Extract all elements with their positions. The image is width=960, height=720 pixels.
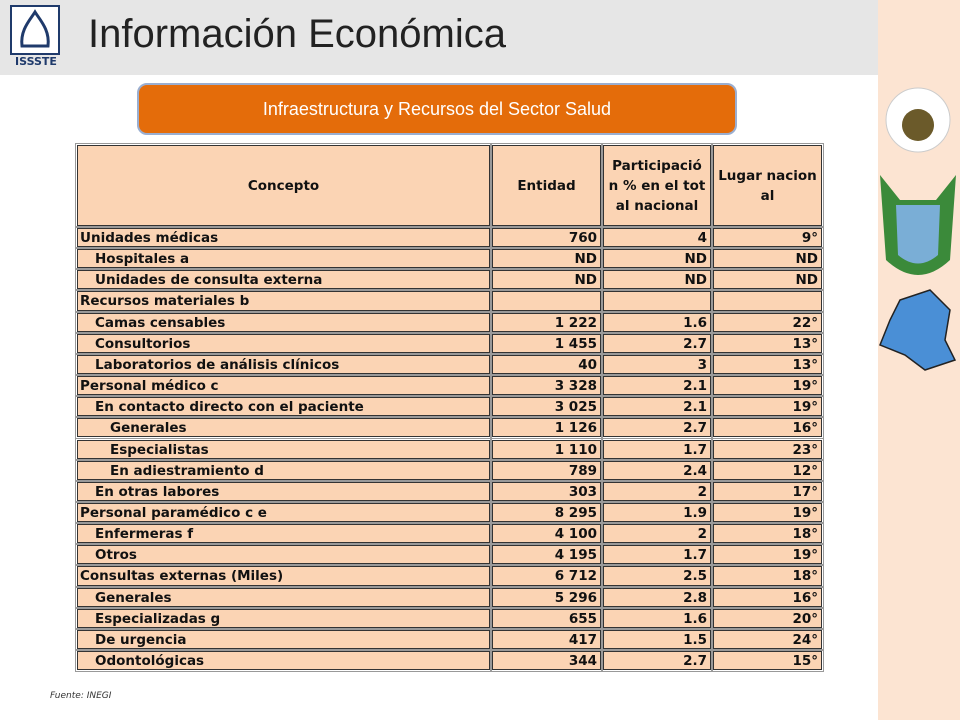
cell-value: 16° xyxy=(711,416,824,440)
row-label: Especializadas g xyxy=(75,606,492,630)
logo-mark xyxy=(20,9,50,48)
cell-value: ND xyxy=(490,247,603,271)
cell-value: 17° xyxy=(711,479,824,503)
row-label: Unidades médicas xyxy=(75,225,492,250)
banner: Infraestructura y Recursos del Sector Sa… xyxy=(137,83,737,135)
cell-value: 1.9 xyxy=(601,500,713,525)
cell-value: 2.5 xyxy=(601,564,713,588)
cell-value: 2.7 xyxy=(601,416,713,440)
cell-value: ND xyxy=(490,268,603,292)
cell-value xyxy=(711,289,824,313)
cell-value: 19° xyxy=(711,374,824,398)
row-label: Consultas externas (Miles) xyxy=(75,564,492,588)
row-label: Generales xyxy=(75,585,492,609)
cell-value: 344 xyxy=(490,648,603,673)
row-label: Odontológicas xyxy=(75,648,492,673)
cell-value: 12° xyxy=(711,458,824,482)
cell-value: 19° xyxy=(711,395,824,419)
cell-value: 16° xyxy=(711,585,824,609)
row-label: Personal paramédico c e xyxy=(75,500,492,525)
row-label: Unidades de consulta externa xyxy=(75,268,492,292)
eagle xyxy=(902,109,934,141)
cell-value: 5 296 xyxy=(490,585,603,609)
cell-value: 18° xyxy=(711,564,824,588)
cell-value: 1.6 xyxy=(601,606,713,630)
cell-value: 8 295 xyxy=(490,500,603,525)
cell-value: ND xyxy=(711,247,824,271)
cell-value: 4 100 xyxy=(490,522,603,546)
column-header: Lugar nacional xyxy=(711,143,824,228)
cell-value: 13° xyxy=(711,352,824,377)
cell-value: 2.1 xyxy=(601,395,713,419)
cell-value: 417 xyxy=(490,627,603,651)
row-label: Laboratorios de análisis clínicos xyxy=(75,352,492,377)
cell-value: 1.7 xyxy=(601,437,713,461)
cell-value: 15° xyxy=(711,648,824,673)
row-label: Personal médico c xyxy=(75,374,492,398)
cell-value: 4 195 xyxy=(490,543,603,567)
cell-value: 22° xyxy=(711,310,824,334)
row-label: Otros xyxy=(75,543,492,567)
cell-value: 3 025 xyxy=(490,395,603,419)
row-label: En adiestramiento d xyxy=(75,458,492,482)
cell-value: 1 110 xyxy=(490,437,603,461)
row-label: Consultorios xyxy=(75,331,492,355)
cell-value: 2.7 xyxy=(601,331,713,355)
cell-value: 2 xyxy=(601,522,713,546)
cell-value: 2.8 xyxy=(601,585,713,609)
cell-value: 1 222 xyxy=(490,310,603,334)
cell-value: 303 xyxy=(490,479,603,503)
cell-value: 1 455 xyxy=(490,331,603,355)
column-header: Entidad xyxy=(490,143,603,228)
row-label: En otras labores xyxy=(75,479,492,503)
row-label: Camas censables xyxy=(75,310,492,334)
cell-value: 789 xyxy=(490,458,603,482)
cell-value: 2.1 xyxy=(601,374,713,398)
row-label: Enfermeras f xyxy=(75,522,492,546)
cell-value: 1.7 xyxy=(601,543,713,567)
cell-value: 655 xyxy=(490,606,603,630)
cell-value: 6 712 xyxy=(490,564,603,588)
cell-value: 19° xyxy=(711,500,824,525)
title: Información Económica xyxy=(88,12,506,56)
cell-value: ND xyxy=(711,268,824,292)
cell-value: 20° xyxy=(711,606,824,630)
row-label: Hospitales a xyxy=(75,247,492,271)
cell-value: 13° xyxy=(711,331,824,355)
cell-value: 1.5 xyxy=(601,627,713,651)
cell-value: 18° xyxy=(711,522,824,546)
cell-value: 2.4 xyxy=(601,458,713,482)
cell-value: 1 126 xyxy=(490,416,603,440)
cell-value: 23° xyxy=(711,437,824,461)
cell-value: 1.6 xyxy=(601,310,713,334)
cell-value xyxy=(601,289,713,313)
row-label: En contacto directo con el paciente xyxy=(75,395,492,419)
cell-value: 19° xyxy=(711,543,824,567)
logo-text: ISSSTE xyxy=(15,55,57,68)
cell-value: ND xyxy=(601,268,713,292)
cell-value: 24° xyxy=(711,627,824,651)
cell-value: 3 xyxy=(601,352,713,377)
header-bar xyxy=(0,0,878,75)
column-header: Participación % en el total nacional xyxy=(601,143,713,228)
cell-value: 760 xyxy=(490,225,603,250)
footer: Fuente: INEGI xyxy=(50,691,112,701)
cell-value: 9° xyxy=(711,225,824,250)
row-label: Especialistas xyxy=(75,437,492,461)
shield-inner xyxy=(896,205,940,264)
cell-value: ND xyxy=(601,247,713,271)
column-header: Concepto xyxy=(75,143,492,228)
cell-value: 2 xyxy=(601,479,713,503)
cell-value: 2.7 xyxy=(601,648,713,673)
cell-value: 4 xyxy=(601,225,713,250)
cell-value xyxy=(490,289,603,313)
row-label: Recursos materiales b xyxy=(75,289,492,313)
state-map xyxy=(879,289,957,371)
cell-value: 40 xyxy=(490,352,603,377)
cell-value: 3 328 xyxy=(490,374,603,398)
row-label: Generales xyxy=(75,416,492,440)
row-label: De urgencia xyxy=(75,627,492,651)
